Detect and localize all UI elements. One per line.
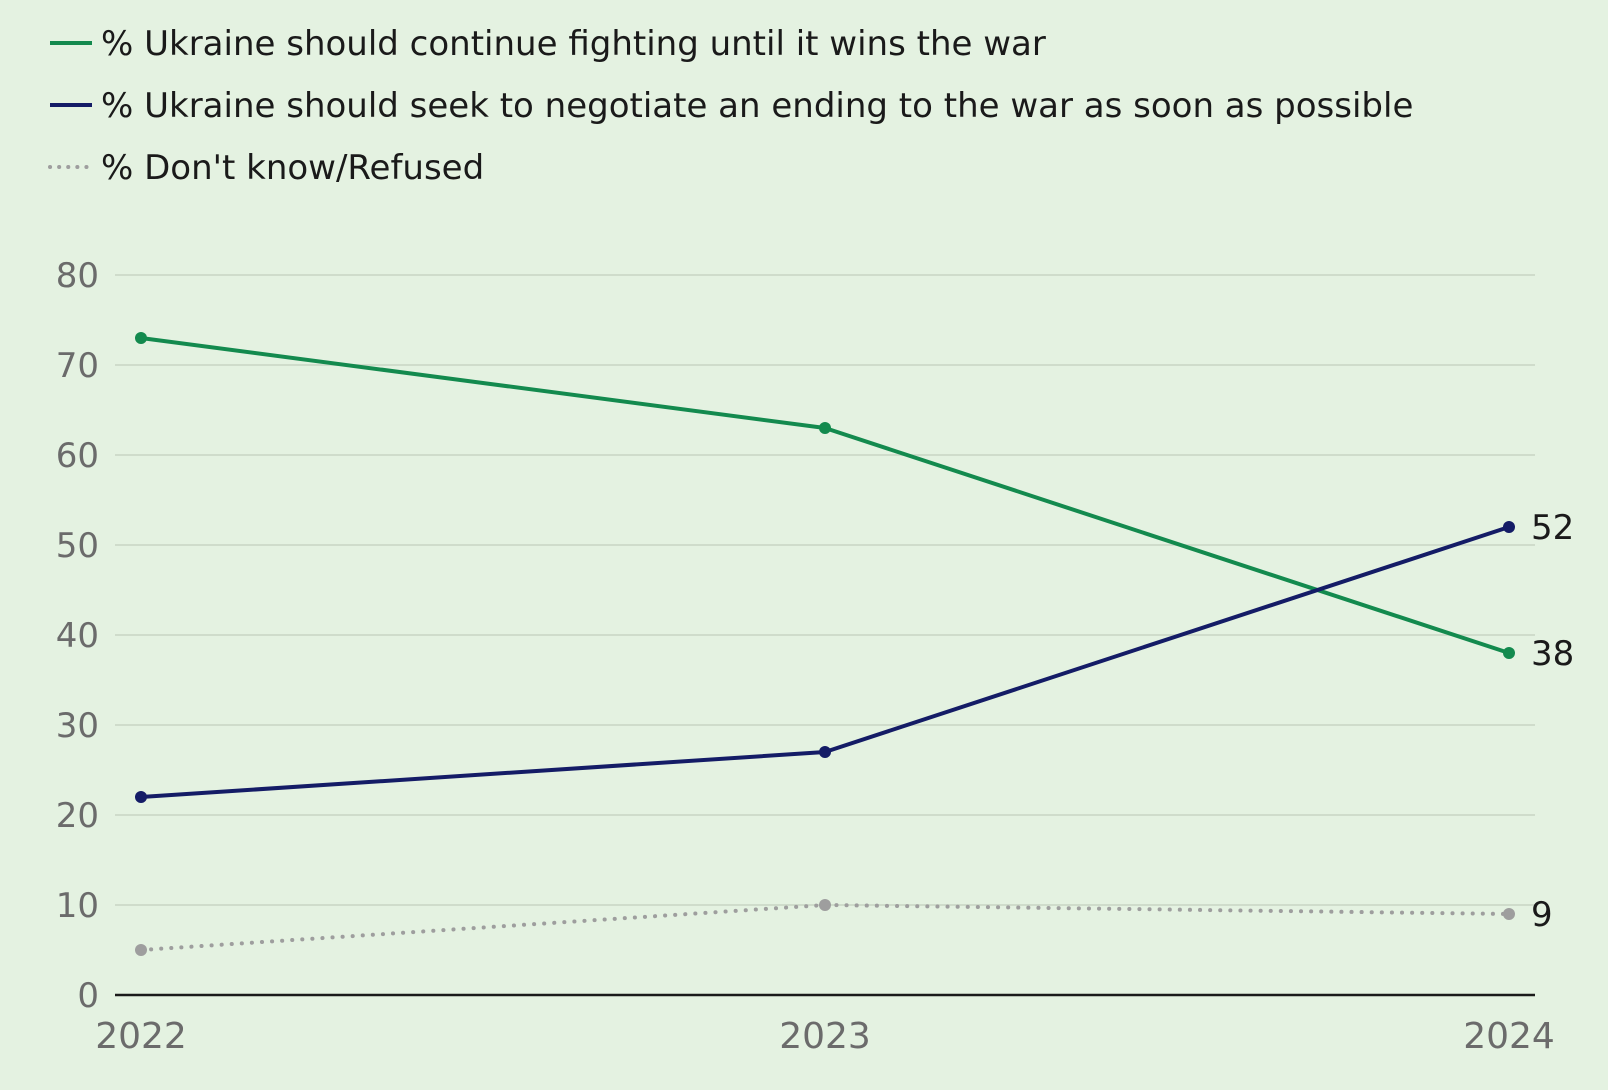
series-line-ukraine-should-continue-fighting-until-i [140, 336, 1510, 655]
y-tick-label-40: 40 [56, 616, 99, 656]
series-line-don-t-know-refused [139, 903, 1511, 952]
y-tick-label-30: 30 [56, 706, 99, 746]
y-tick-label-20: 20 [56, 796, 99, 836]
series-points [135, 332, 1515, 956]
data-point-ukraine-should-seek-to-negotiate-an-endi-2024 [1503, 521, 1515, 533]
end-label-ukraine-should-seek-to-negotiate-an-endi: 52 [1531, 508, 1574, 548]
legend-label-ukraine-should-seek-to-negotiate-an-endi: % Ukraine should seek to negotiate an en… [101, 86, 1413, 126]
data-point-don-t-know-refused-2023 [819, 899, 831, 911]
y-tick-label-60: 60 [56, 436, 99, 476]
end-label-ukraine-should-continue-fighting-until-i: 38 [1531, 634, 1574, 674]
y-tick-label-10: 10 [56, 886, 99, 926]
x-tick-label-2022: 2022 [95, 1016, 187, 1057]
y-axis-ticks: 0 10 20 30 40 50 60 70 80 [56, 256, 99, 1016]
x-axis-ticks: 2022 2023 2024 [95, 1016, 1555, 1057]
data-point-ukraine-should-continue-fighting-until-i-2024 [1503, 647, 1515, 659]
y-tick-label-70: 70 [56, 346, 99, 386]
data-point-don-t-know-refused-2022 [135, 944, 147, 956]
end-label-don-t-know-refused: 9 [1531, 895, 1553, 935]
data-point-ukraine-should-continue-fighting-until-i-2023 [819, 422, 831, 434]
x-tick-label-2023: 2023 [779, 1016, 871, 1057]
legend-label-don-t-know-refused: % Don't know/Refused [101, 148, 484, 188]
end-labels: 38 52 9 [1531, 508, 1574, 935]
data-point-ukraine-should-seek-to-negotiate-an-endi-2022 [135, 791, 147, 803]
data-point-don-t-know-refused-2024 [1503, 908, 1515, 920]
legend-label-ukraine-should-continue-fighting-until-i: % Ukraine should continue fighting until… [101, 24, 1046, 64]
y-tick-label-0: 0 [77, 976, 99, 1016]
x-tick-label-2024: 2024 [1463, 1016, 1555, 1057]
y-tick-label-50: 50 [56, 526, 99, 566]
data-point-ukraine-should-continue-fighting-until-i-2022 [135, 332, 147, 344]
legend: % Ukraine should continue fighting until… [48, 24, 1413, 188]
y-tick-label-80: 80 [56, 256, 99, 296]
data-point-ukraine-should-seek-to-negotiate-an-endi-2023 [819, 746, 831, 758]
